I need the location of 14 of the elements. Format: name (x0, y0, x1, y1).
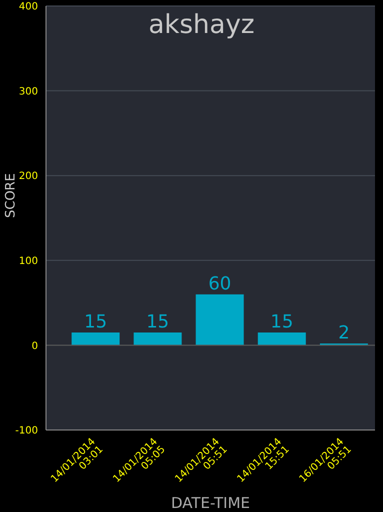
data-label: 2 (338, 322, 350, 344)
y-tick-label: 200 (18, 171, 38, 182)
y-tick-label: 100 (18, 256, 38, 267)
x-axis-title: DATE-TIME (170, 494, 250, 512)
data-label: 60 (208, 273, 232, 294)
chart-title: akshayz (148, 10, 254, 40)
data-label: 15 (146, 311, 170, 332)
y-tick-label: 400 (18, 2, 38, 13)
data-label: 15 (270, 311, 294, 332)
data-label: 15 (84, 311, 108, 332)
y-tick-label: -100 (15, 426, 38, 437)
y-tick-label: 300 (18, 86, 38, 98)
y-axis-title: SCORE (4, 173, 19, 218)
y-tick-label: 0 (32, 340, 38, 352)
